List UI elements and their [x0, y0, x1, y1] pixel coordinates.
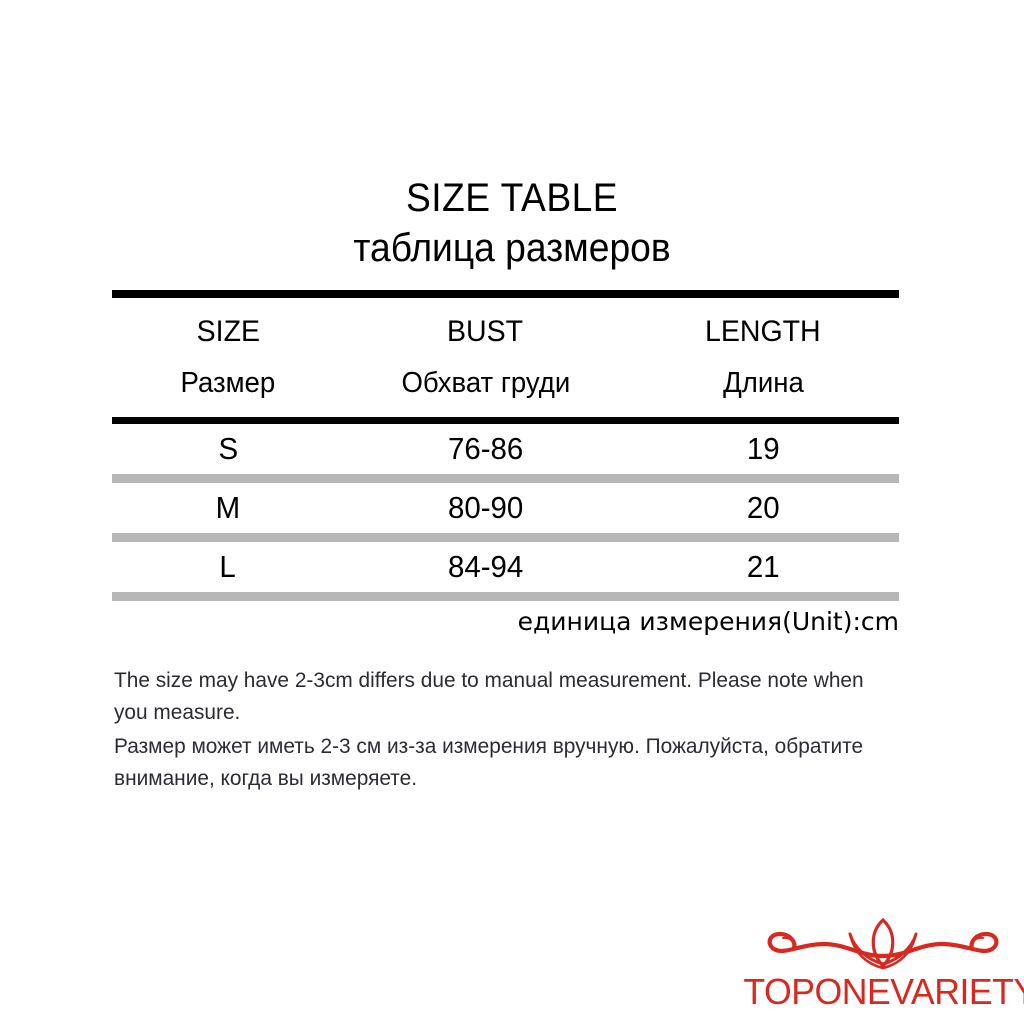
header-label-length-en: LENGTH: [705, 314, 821, 348]
header-cell-bust-en: BUST: [344, 315, 627, 349]
header-label-bust-en: BUST: [447, 314, 524, 348]
unit-note: единица измерения(Unit):cm: [517, 607, 899, 636]
table-header-rule: [112, 417, 899, 424]
page-title-en: SIZE TABLE: [405, 176, 619, 220]
table-row-separator: [112, 474, 899, 483]
cell-length: 19: [627, 431, 899, 467]
table-header-line-ru: Размер Обхват груди Длина: [112, 357, 899, 411]
cell-bust: 84-94: [344, 549, 627, 585]
cell-size: S: [112, 431, 344, 467]
note-text-ru: Размер может иметь 2-3 см из-за измерени…: [114, 734, 864, 790]
cell-length: 20: [627, 490, 899, 526]
flourish-ornament-icon: [767, 917, 999, 970]
store-watermark: TOPONEVARIETYSTORE: [742, 912, 1024, 1018]
header-cell-size-en: SIZE: [112, 315, 344, 349]
cell-value-bust: 76-86: [447, 431, 524, 466]
table-header-row: SIZE BUST LENGTH Размер Обхват груди Дли…: [112, 298, 899, 417]
page-title-ru: таблица размеров: [353, 226, 671, 270]
measurement-notes: The size may have 2-3cm differs due to m…: [114, 664, 904, 794]
cell-value-length: 19: [746, 431, 780, 466]
table-top-rule: [112, 290, 899, 298]
cell-length: 21: [627, 549, 899, 585]
table-row: L 84-94 21: [112, 542, 899, 592]
cell-value-length: 20: [746, 490, 780, 525]
note-text-en: The size may have 2-3cm differs due to m…: [114, 668, 864, 724]
cell-size: L: [112, 549, 344, 585]
header-cell-size-ru: Размер: [112, 367, 344, 400]
cell-value-length: 21: [746, 549, 780, 584]
cell-value-size: S: [218, 431, 238, 466]
cell-value-size: M: [215, 490, 241, 525]
header-label-size-en: SIZE: [196, 314, 260, 348]
header-label-bust-ru: Обхват груди: [401, 367, 570, 399]
table-row: S 76-86 19: [112, 424, 899, 474]
cell-value-size: L: [219, 549, 237, 584]
table-bottom-separator: [112, 592, 899, 601]
cell-value-bust: 84-94: [447, 549, 524, 584]
header-label-length-ru: Длина: [722, 367, 804, 399]
header-cell-length-en: LENGTH: [627, 315, 899, 349]
header-label-size-ru: Размер: [180, 367, 276, 399]
table-row: M 80-90 20: [112, 483, 899, 533]
table-header-line-en: SIZE BUST LENGTH: [112, 307, 899, 357]
cell-size: M: [112, 490, 344, 526]
table-row-separator: [112, 533, 899, 542]
size-table: SIZE BUST LENGTH Размер Обхват груди Дли…: [112, 290, 899, 601]
page-title: SIZE TABLE таблица размеров: [0, 174, 1024, 274]
cell-value-bust: 80-90: [447, 490, 524, 525]
store-name: TOPONEVARIETYSTORE: [743, 971, 1024, 1012]
cell-bust: 80-90: [344, 490, 627, 526]
header-cell-length-ru: Длина: [627, 367, 899, 400]
header-cell-bust-ru: Обхват груди: [344, 367, 627, 400]
cell-bust: 76-86: [344, 431, 627, 467]
